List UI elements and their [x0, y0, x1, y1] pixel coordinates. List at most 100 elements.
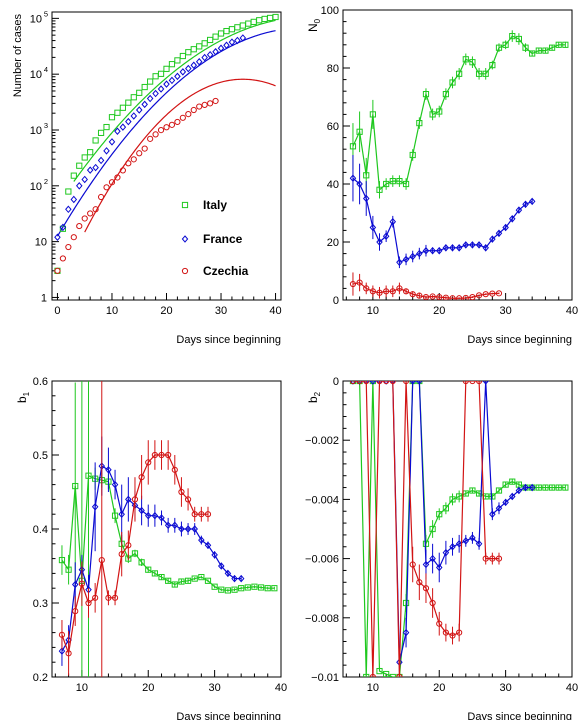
data-point-france: [528, 197, 536, 206]
data-point-italy: [163, 65, 170, 72]
series-france: [349, 155, 536, 269]
data-point-czechia: [429, 599, 436, 607]
data-point-italy: [495, 487, 503, 494]
data-point-czechia: [475, 381, 483, 385]
y-tick-label: 0: [333, 376, 339, 388]
y-tick-label: 0.6: [33, 376, 48, 388]
data-point-france: [211, 551, 218, 559]
data-point-italy: [65, 188, 72, 195]
data-point-italy: [114, 109, 121, 116]
data-point-czechia: [145, 459, 152, 466]
data-point-czechia: [105, 594, 112, 601]
data-point-czechia: [436, 620, 443, 627]
data-point-italy: [72, 482, 79, 490]
y-axis-title: N0: [306, 18, 322, 32]
y-tick-label: 1: [41, 292, 47, 304]
data-point-italy: [456, 70, 463, 77]
data-point-czechia: [190, 106, 197, 114]
data-point-france: [416, 381, 423, 385]
series-czechia: [349, 272, 503, 300]
data-point-france: [515, 206, 523, 214]
data-point-france: [191, 525, 198, 533]
data-point-italy: [204, 577, 212, 584]
data-point-italy: [245, 20, 252, 27]
legend-marker-czechia: [181, 267, 189, 275]
y-axis-title: b2: [306, 391, 322, 403]
data-point-czechia: [198, 511, 205, 518]
data-point-italy: [475, 70, 483, 77]
data-point-italy: [224, 587, 231, 594]
data-point-france: [118, 510, 125, 518]
data-point-czechia: [179, 114, 186, 121]
data-point-france: [528, 483, 536, 492]
data-point-france: [502, 498, 509, 507]
data-point-czechia: [92, 594, 99, 601]
data-point-france: [416, 249, 423, 258]
x-tick-label: 0: [54, 305, 60, 317]
data-point-czechia: [131, 496, 139, 503]
series-czechia: [349, 381, 503, 677]
data-point-czechia: [383, 288, 390, 295]
data-point-italy: [502, 41, 509, 48]
data-point-france: [130, 112, 138, 120]
data-point-italy: [562, 484, 569, 491]
series-italy: [349, 30, 569, 199]
data-point-france: [508, 215, 516, 223]
data-point-czechia: [369, 288, 376, 295]
data-point-france: [65, 205, 72, 214]
data-point-italy: [211, 583, 218, 590]
data-point-france: [239, 34, 247, 42]
data-point-italy: [369, 111, 376, 118]
data-point-italy: [184, 577, 192, 584]
data-point-italy: [231, 586, 238, 593]
data-point-france: [515, 486, 523, 495]
data-point-france: [86, 166, 94, 174]
y-axis-title-subscript: 2: [313, 391, 322, 396]
data-point-czechia: [495, 555, 503, 562]
data-point-italy: [157, 70, 165, 77]
data-point-italy: [542, 484, 549, 491]
data-point-france: [184, 525, 192, 533]
data-point-italy: [376, 667, 383, 675]
data-point-czechia: [201, 101, 208, 108]
data-point-italy: [191, 575, 198, 582]
data-point-france: [212, 47, 219, 56]
data-point-czechia: [85, 599, 92, 607]
data-layer: [349, 381, 569, 677]
y-tick-label: 10: [30, 13, 42, 25]
data-point-czechia: [119, 167, 126, 174]
plot-frame: [51, 380, 282, 678]
data-point-france: [362, 194, 370, 203]
data-point-czechia: [422, 294, 430, 300]
x-tick-label: 20: [142, 682, 154, 694]
series-line-france: [352, 177, 533, 264]
data-point-italy: [239, 22, 246, 29]
data-point-italy: [555, 484, 562, 491]
data-point-czechia: [130, 156, 137, 163]
y-axis-title-main: N: [306, 23, 320, 32]
data-point-czechia: [65, 243, 72, 251]
x-tick-label: 30: [215, 305, 227, 317]
y-tick-label: −0.008: [305, 613, 339, 625]
data-point-czechia: [174, 118, 181, 126]
series-line-italy: [61, 474, 275, 592]
y-tick-exponent: 3: [44, 121, 48, 130]
data-point-czechia: [489, 290, 496, 297]
data-point-czechia: [416, 292, 423, 299]
data-point-france: [231, 574, 238, 583]
data-point-italy: [402, 180, 410, 188]
data-point-italy: [97, 129, 105, 136]
data-point-czechia: [118, 551, 125, 558]
data-point-italy: [469, 59, 476, 66]
data-point-czechia: [158, 451, 165, 459]
y-tick-label: 40: [327, 179, 339, 191]
data-point-france: [171, 521, 179, 530]
data-point-italy: [145, 566, 152, 573]
data-point-italy: [178, 578, 185, 585]
data-point-italy: [185, 49, 192, 56]
data-point-italy: [244, 584, 251, 591]
data-point-italy: [509, 33, 516, 40]
data-point-france: [71, 580, 79, 589]
data-point-czechia: [136, 150, 143, 157]
data-point-italy: [416, 120, 423, 127]
